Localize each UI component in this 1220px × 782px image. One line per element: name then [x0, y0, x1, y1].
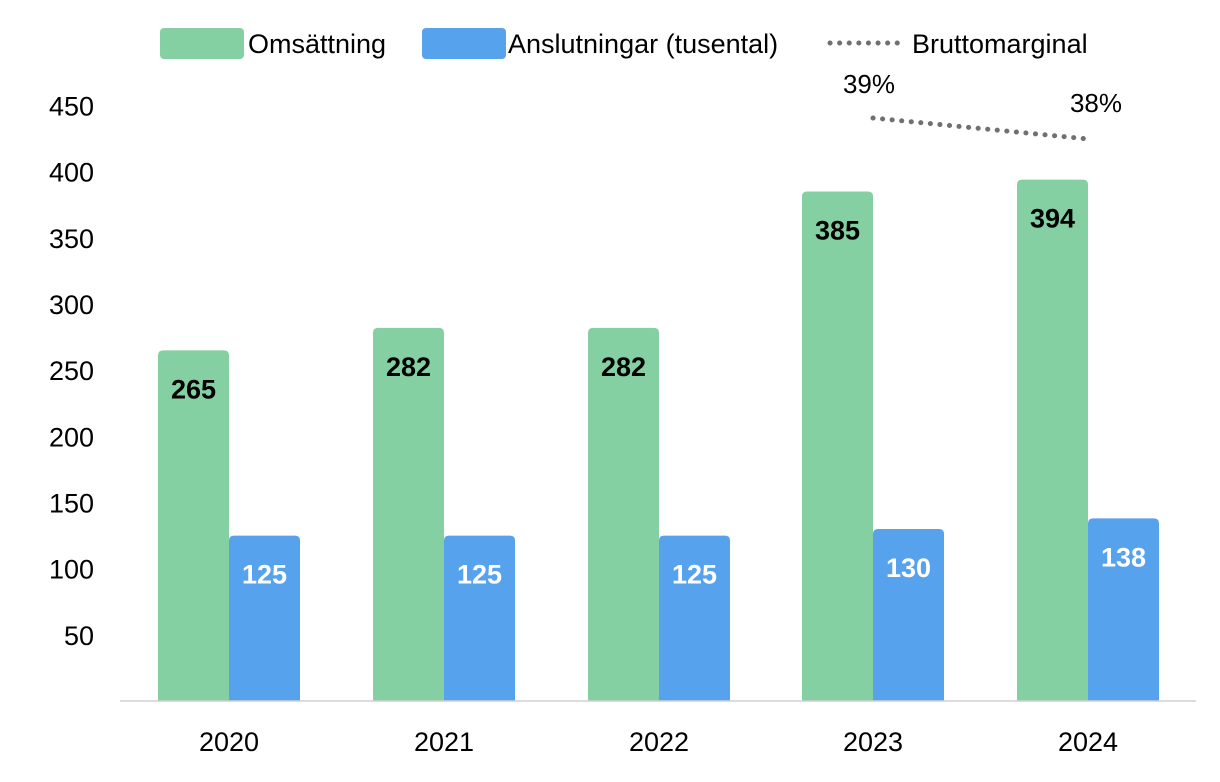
bar-omsattning-2021: [373, 327, 444, 701]
legend-label-anslutningar: Anslutningar (tusental): [508, 29, 778, 59]
y-tick-label: 200: [49, 422, 94, 452]
y-axis: 50 100 150 200 250 300 350 400 450: [49, 92, 94, 651]
bar-omsattning-2022: [588, 327, 659, 701]
bar-anslutningar-2021: [444, 535, 515, 701]
y-tick-label: 450: [49, 92, 94, 122]
bar-label-omsattning-2021: 282: [386, 352, 431, 382]
bar-label-omsattning-2024: 394: [1030, 204, 1075, 234]
bar-omsattning-2024: [1017, 179, 1088, 701]
y-tick-label: 100: [49, 555, 94, 585]
bar-label-anslutningar-2020: 125: [242, 560, 287, 590]
y-tick-label: 250: [49, 356, 94, 386]
bar-anslutningar-2020: [229, 535, 300, 701]
x-tick-label: 2022: [629, 727, 689, 757]
gross-margin-label-2023: 39%: [843, 69, 895, 99]
gross-margin-series-line: [870, 115, 1091, 142]
bar-label-anslutningar-2023: 130: [886, 553, 931, 583]
legend-swatch-anslutningar: [422, 28, 506, 59]
bar-label-omsattning-2020: 265: [171, 374, 216, 404]
legend: Omsättning Anslutningar (tusental) Brutt…: [160, 28, 1088, 59]
bar-omsattning-2020: [158, 350, 229, 701]
gross-margin-label-2024: 38%: [1070, 88, 1122, 118]
x-tick-label: 2023: [843, 727, 903, 757]
bar-label-anslutningar-2022: 125: [672, 560, 717, 590]
x-tick-label: 2020: [199, 727, 259, 757]
bar-label-omsattning-2022: 282: [601, 352, 646, 382]
x-tick-label: 2024: [1058, 727, 1118, 757]
bar-label-anslutningar-2021: 125: [457, 560, 502, 590]
y-tick-label: 300: [49, 290, 94, 320]
legend-label-omsattning: Omsättning: [248, 29, 386, 59]
legend-label-bruttomarginal: Bruttomarginal: [912, 29, 1088, 59]
bar-label-anslutningar-2024: 138: [1101, 542, 1146, 572]
bar-anslutningar-2023: [873, 528, 944, 701]
bar-anslutningar-2024: [1088, 518, 1159, 701]
legend-swatch-omsattning: [160, 28, 244, 59]
bars: 265 125 282 125 282 125 385 130 394 138: [158, 179, 1159, 702]
bar-label-omsattning-2023: 385: [815, 216, 860, 246]
y-tick-label: 400: [49, 158, 94, 188]
gross-margin-line: 39% 38%: [843, 69, 1122, 142]
x-tick-label: 2021: [414, 727, 474, 757]
x-axis: 2020 2021 2022 2023 2024: [199, 727, 1118, 757]
y-tick-label: 150: [49, 489, 94, 519]
y-tick-label: 350: [49, 224, 94, 254]
bar-anslutningar-2022: [659, 535, 730, 701]
bar-omsattning-2023: [802, 191, 873, 702]
y-tick-label: 50: [64, 621, 94, 651]
